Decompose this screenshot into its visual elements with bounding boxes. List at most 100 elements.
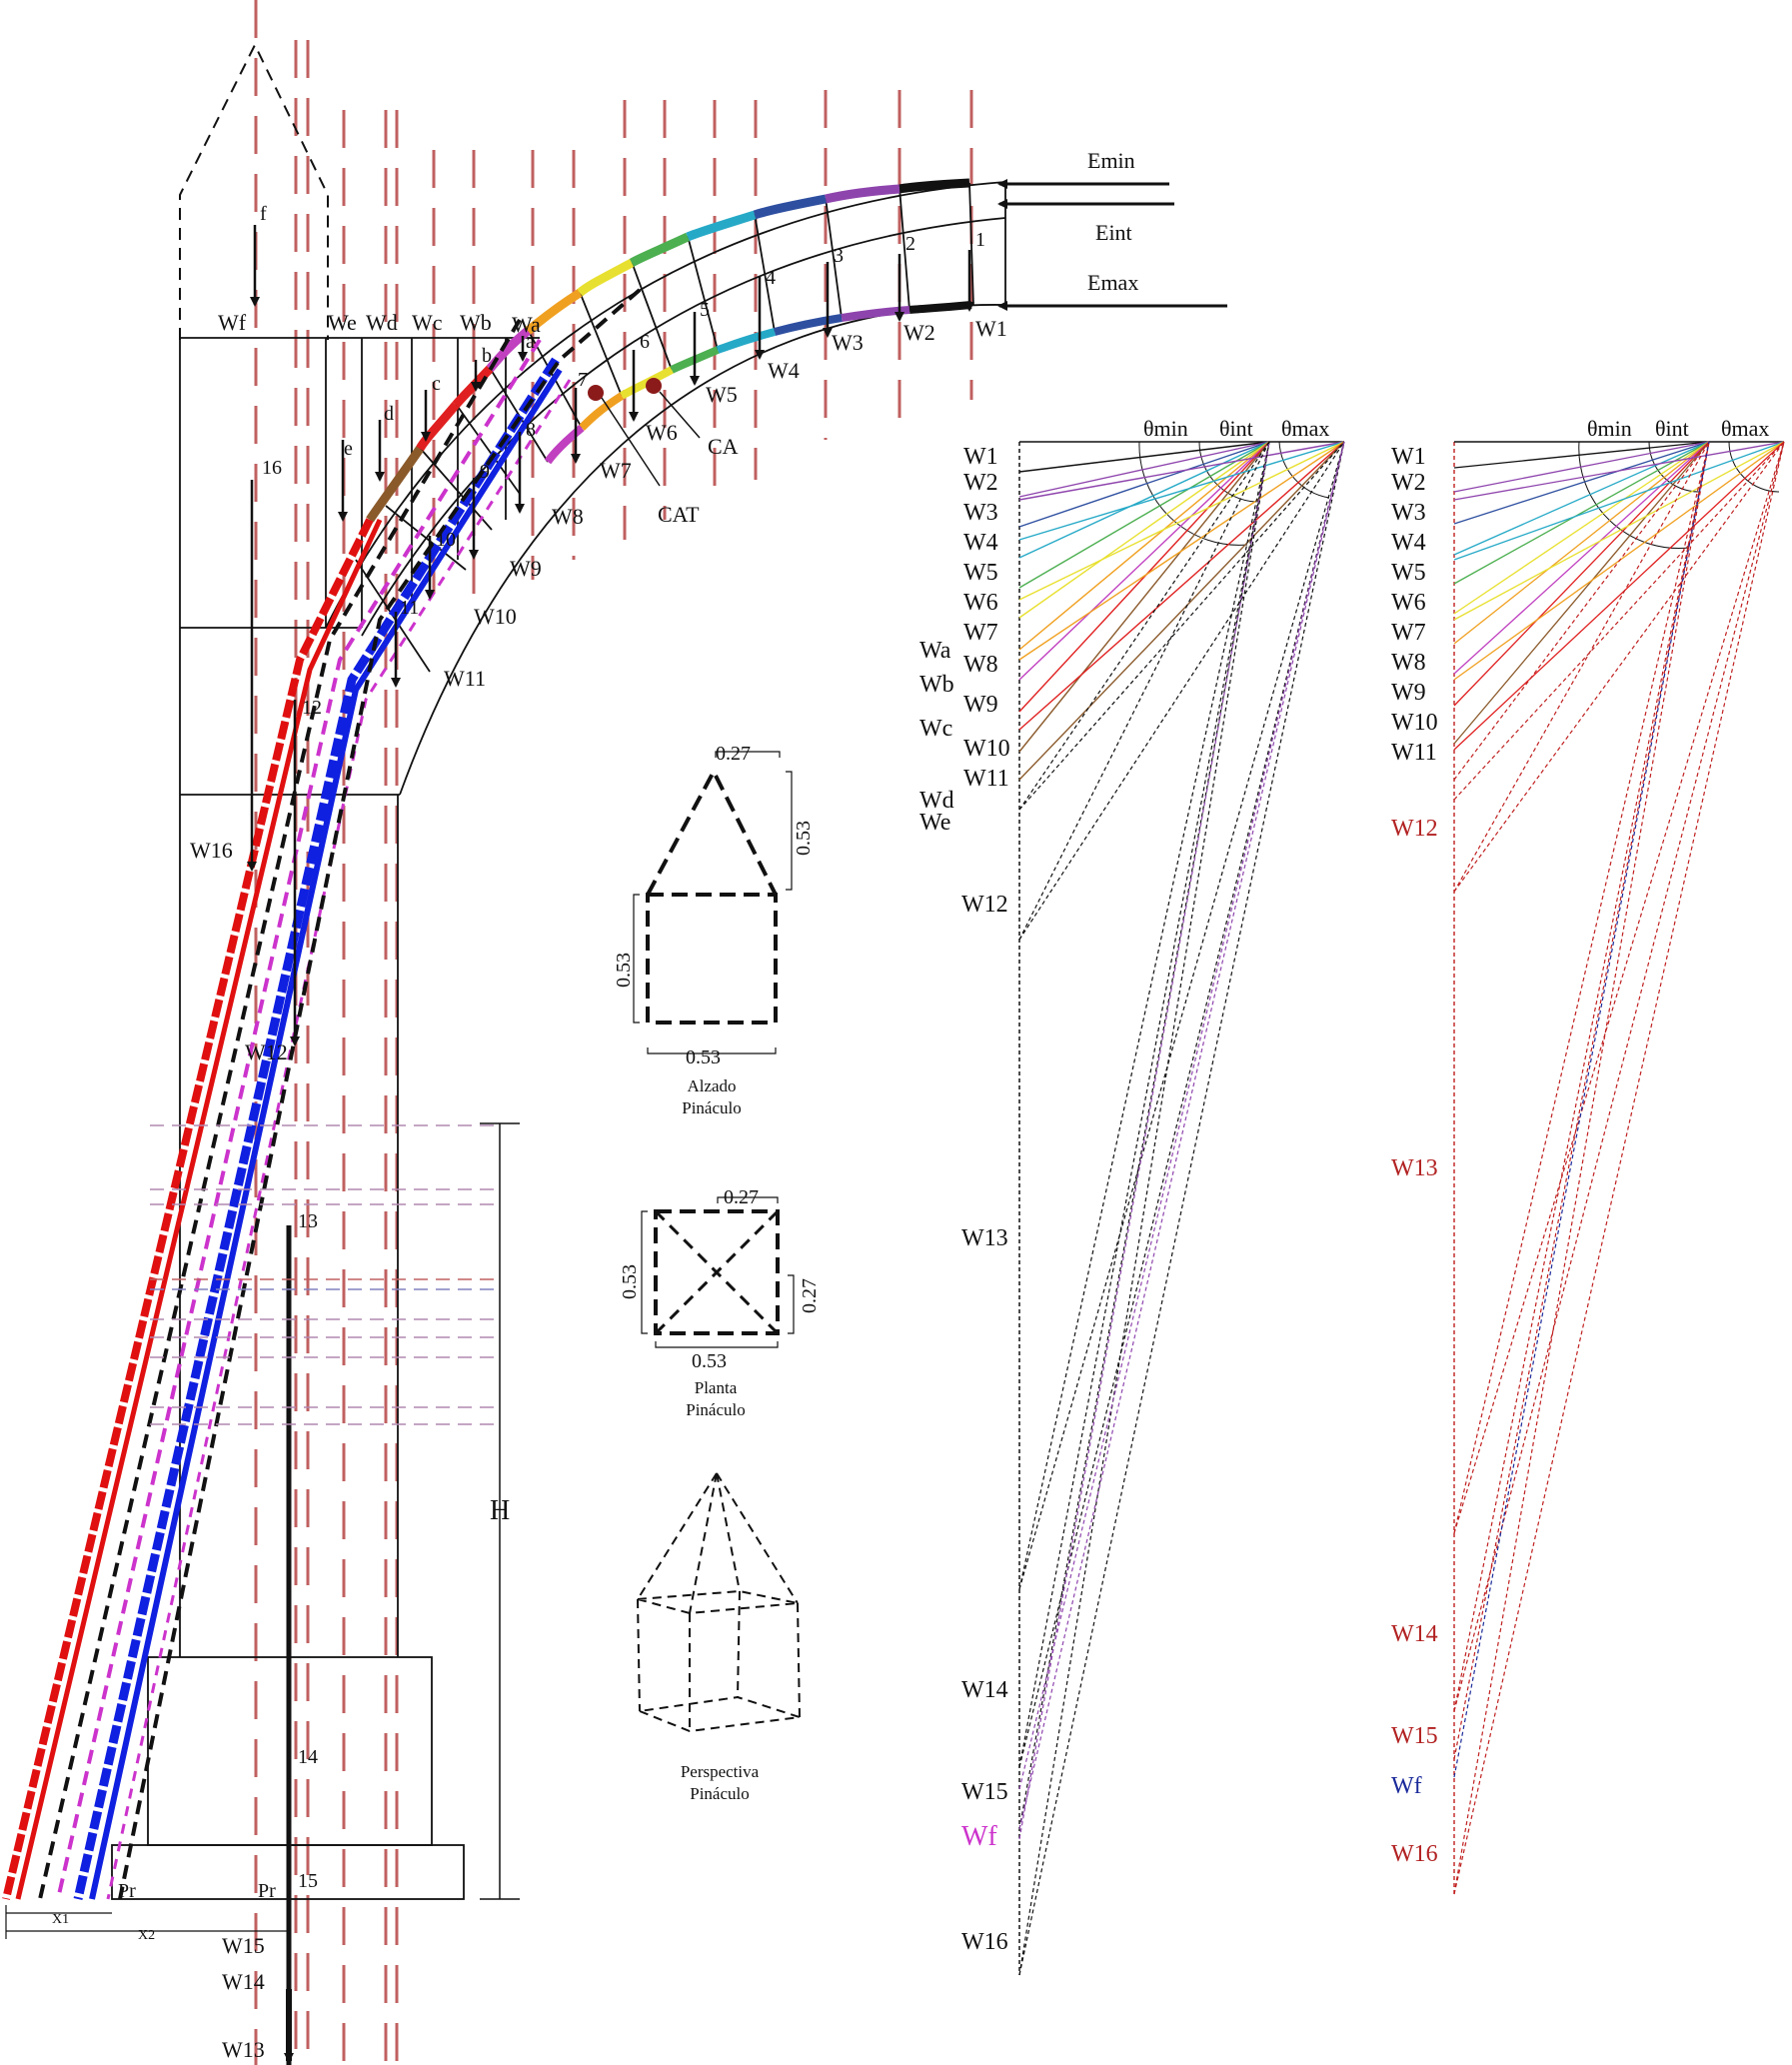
voussoir-number-3: 4 <box>766 267 776 289</box>
voussoir-weight-7: W8 <box>552 504 584 529</box>
left-polygon-label-21: W16 <box>961 1929 1008 1955</box>
voussoir-weight-6: W7 <box>600 458 632 483</box>
voussoir-weight-3: W4 <box>768 358 800 383</box>
thrust-lines-buttress <box>2 288 642 1900</box>
bottom-weight-2: W13 <box>222 2037 265 2062</box>
voussoir-weight-2: W3 <box>832 330 864 355</box>
base-label-pr2: Pr <box>258 1880 276 1902</box>
base-label-x2: X2 <box>138 1928 155 1943</box>
pinnacle-elevation <box>633 751 793 1054</box>
right-angle-max: θmax <box>1721 416 1769 441</box>
plan-dim-base: 0.53 <box>692 1350 727 1372</box>
voussoir-number-10: 11 <box>400 597 419 619</box>
elevation-caption-2: Pináculo <box>682 1098 742 1117</box>
right-angle-min: θmin <box>1587 416 1632 441</box>
base-label-pr1: Pr <box>118 1880 136 1902</box>
centroid-label-ca: CA <box>708 434 739 459</box>
voussoir-weight-4: W5 <box>706 382 738 407</box>
left-polygon-label-7: Wa <box>919 638 951 664</box>
pinnacle-perspective <box>636 1472 801 1733</box>
left-polygon-label-14: Wd <box>919 788 954 814</box>
voussoir-weight-0: W1 <box>975 316 1007 341</box>
right-polygon-label-10: W11 <box>1391 740 1437 766</box>
voussoir-weight-arrows <box>247 225 974 2065</box>
right-polygon-label-11: W12 <box>1391 816 1438 842</box>
left-polygon-label-19: W15 <box>961 1779 1008 1805</box>
right-polygon-label-3: W4 <box>1391 530 1426 556</box>
left-polygon-label-1: W2 <box>963 470 998 496</box>
h-dimension <box>480 1122 520 1900</box>
buttress-point-1: 12 <box>302 697 322 719</box>
left-polygon-label-4: W5 <box>963 560 998 586</box>
left-polygon-label-0: W1 <box>963 444 998 470</box>
base-dimensions <box>5 1905 290 1939</box>
buttress-point-2: 13 <box>298 1210 318 1232</box>
plan-caption-2: Pináculo <box>686 1400 746 1419</box>
centroid-pointers <box>601 391 701 487</box>
left-polygon-label-9: Wb <box>919 672 954 698</box>
force-polygon-right <box>1453 441 1785 1895</box>
voussoir-number-2: 3 <box>834 245 844 267</box>
voussoir-weight-10: W11 <box>444 666 486 691</box>
buttress-point-4: 15 <box>298 1870 318 1892</box>
left-polygon-label-20: Wf <box>961 1821 997 1852</box>
pinnacle-outline <box>179 42 329 340</box>
fill-weight-2: Wd <box>366 310 398 335</box>
centroid-points <box>588 378 662 401</box>
perspective-caption-2: Pináculo <box>690 1784 750 1803</box>
right-polygon-label-4: W5 <box>1391 560 1426 586</box>
voussoir-weight-9: W10 <box>474 604 517 629</box>
right-polygon-label-15: Wf <box>1391 1773 1422 1799</box>
left-polygon-label-3: W4 <box>963 530 998 556</box>
elevation-dim-side: 0.53 <box>613 953 635 988</box>
centroid-label-cat: CAT <box>658 502 700 527</box>
fill-letter-1: e <box>344 438 353 460</box>
centroid-cat <box>588 385 604 401</box>
buttress-point-0: 16 <box>262 457 282 479</box>
right-polygon-label-6: W7 <box>1391 620 1426 646</box>
base-label-x1: X1 <box>52 1912 69 1927</box>
left-angle-max: θmax <box>1281 416 1329 441</box>
left-polygon-label-10: W9 <box>963 692 998 718</box>
left-polygon-label-16: W12 <box>961 892 1008 918</box>
right-polygon-label-13: W14 <box>1391 1621 1438 1647</box>
voussoir-number-6: 7 <box>578 369 588 391</box>
left-angle-min: θmin <box>1143 416 1188 441</box>
fill-weight-1: We <box>328 310 357 335</box>
left-polygon-label-12: W10 <box>963 736 1010 762</box>
fill-weight-4: Wb <box>460 310 492 335</box>
right-polygon-label-1: W2 <box>1391 470 1426 496</box>
right-angle-int: θint <box>1655 416 1689 441</box>
fill-letter-4: b <box>482 345 492 367</box>
voussoir-number-4: 5 <box>700 299 710 321</box>
plan-caption-1: Planta <box>695 1378 738 1397</box>
elevation-caption-1: Alzado <box>687 1076 736 1095</box>
buttress-weight-w12: W12 <box>245 1039 288 1064</box>
bottom-weight-1: W14 <box>222 1969 265 1994</box>
bottom-weight-0: W15 <box>222 1933 265 1958</box>
voussoir-number-8: 9 <box>480 461 490 483</box>
arch-rings <box>325 181 1006 796</box>
left-polygon-label-15: We <box>919 810 950 836</box>
elevation-dim-base: 0.53 <box>686 1046 721 1068</box>
labels: EminEintEmax1234567891011W1W2W3W4W5W6W7W… <box>52 148 1769 2062</box>
plan-dim-top: 0.27 <box>724 1186 759 1208</box>
left-polygon-label-5: W6 <box>963 590 998 616</box>
thrust-arrows <box>997 179 1227 311</box>
voussoir-weight-1: W2 <box>903 320 935 345</box>
thrust-line-extrados <box>544 301 972 465</box>
fill-weight-5: Wa <box>512 312 541 337</box>
voussoir-weight-5: W6 <box>646 420 678 445</box>
right-polygon-label-2: W3 <box>1391 500 1426 526</box>
left-polygon-label-2: W3 <box>963 500 998 526</box>
left-polygon-label-13: W11 <box>963 766 1009 792</box>
fill-weight-3: Wc <box>412 310 443 335</box>
centroid-ca <box>646 378 662 394</box>
voussoir-number-9: 10 <box>436 529 456 551</box>
pinnacle-plan <box>641 1196 795 1348</box>
thrust-level-lines <box>150 1124 500 1425</box>
buttress <box>111 337 540 1900</box>
thrust-label-2: Emax <box>1087 270 1138 295</box>
buttress-point-3: 14 <box>298 1746 318 1768</box>
